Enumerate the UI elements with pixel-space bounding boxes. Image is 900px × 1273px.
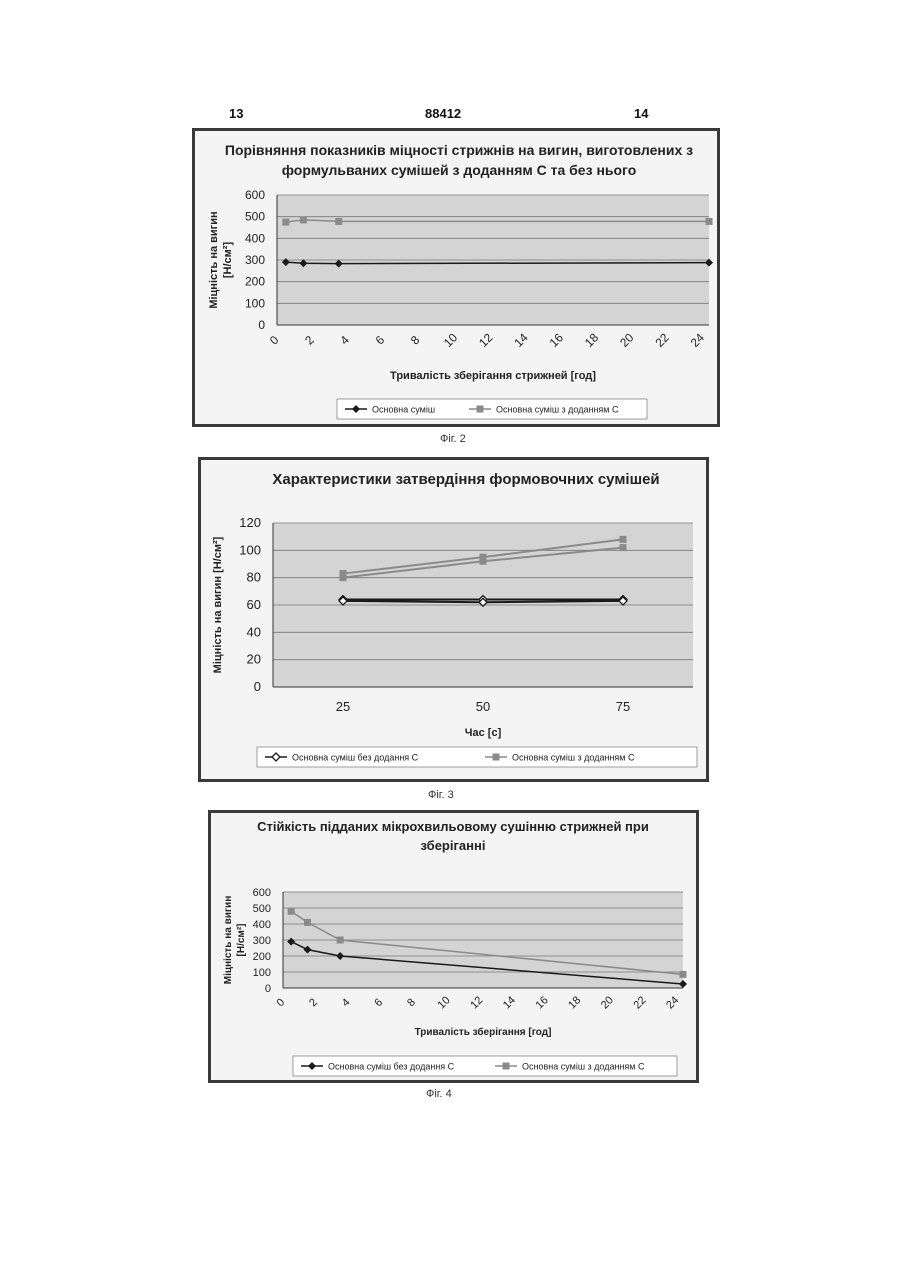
chart-2-x-label: Тривалість зберігання стрижней [год] — [390, 370, 596, 382]
chart-4-data-point — [337, 937, 344, 944]
chart-2-data-point — [300, 216, 307, 223]
chart-2-y-tick-label: 100 — [245, 296, 265, 310]
chart-figure-4: Стійкість підданих мікрохвильовому сушін… — [208, 810, 699, 1083]
chart-3-y-tick-label: 120 — [239, 515, 261, 530]
chart-2-y-tick-label: 0 — [258, 318, 265, 332]
chart-2-y-tick-label: 300 — [245, 253, 265, 267]
chart-3-x-tick-label: 50 — [476, 699, 490, 714]
chart-3-x-tick-label: 75 — [616, 699, 630, 714]
chart-2-data-point — [706, 218, 713, 225]
chart-4-data-point — [288, 908, 295, 915]
chart-3-y-tick-label: 40 — [247, 624, 261, 639]
chart-2-legend-swatch-marker — [477, 406, 484, 413]
chart-4-svg: Стійкість підданих мікрохвильовому сушін… — [211, 813, 696, 1080]
chart-4-y-tick-label: 600 — [253, 887, 271, 899]
chart-2-title-line: формульваних сумішей з доданням С та без… — [282, 162, 637, 178]
chart-3-legend: Основна суміш без додання С Основна суміш… — [257, 747, 697, 767]
chart-3-y-label-line: Міцність на вигин [Н/см²] — [212, 536, 224, 673]
chart-3-x-tick-label: 25 — [336, 699, 350, 714]
chart-4-legend-entry: Основна суміш без додання С — [328, 1062, 455, 1072]
chart-3-y-label: Міцність на вигин [Н/см²] — [212, 536, 224, 673]
chart-2-y-label-line: Міцність на вигин — [208, 211, 220, 308]
chart-3-y-tick-label: 0 — [254, 679, 261, 694]
chart-3-data-point — [620, 544, 627, 551]
chart-2-title-line: Порівняння показників міцності стрижнів … — [225, 142, 693, 158]
chart-4-data-point — [304, 919, 311, 926]
chart-2-svg: Порівняння показників міцності стрижнів … — [195, 131, 717, 424]
chart-3-title-line: Характеристики затвердіння формовочних с… — [272, 471, 659, 488]
page-number-left: 13 — [229, 106, 243, 121]
chart-2-legend-entry: Основна суміш з доданням С — [496, 405, 619, 415]
chart-3-legend-swatch-marker — [493, 754, 500, 761]
patent-number: 88412 — [425, 106, 461, 121]
chart-2-data-point — [335, 218, 342, 225]
chart-4-data-point — [680, 971, 687, 978]
chart-4-x-label: Тривалість зберігання [год] — [415, 1026, 552, 1038]
chart-2-y-tick-label: 600 — [245, 188, 265, 202]
chart-3-legend-entry: Основна суміш з доданням С — [512, 753, 635, 763]
chart-2-y-label-line: [Н/см²] — [222, 242, 234, 279]
chart-3-legend-entry: Основна суміш без додання С — [292, 753, 419, 763]
chart-figure-3: Характеристики затвердіння формовочних с… — [198, 457, 709, 782]
chart-figure-2: Порівняння показників міцності стрижнів … — [192, 128, 720, 427]
chart-4-legend: Основна суміш без додання С Основна суміш… — [293, 1056, 677, 1076]
chart-4-legend-entry: Основна суміш з доданням С — [522, 1062, 645, 1072]
chart-2-legend: Основна суміш Основна суміш з доданням С — [337, 399, 647, 419]
figure-2-caption: Фіг. 2 — [440, 433, 466, 445]
figure-3-caption: Фіг. 3 — [428, 789, 454, 801]
figure-4-caption: Фіг. 4 — [426, 1088, 452, 1100]
chart-3-y-tick-label: 60 — [247, 597, 261, 612]
chart-4-legend-swatch-marker — [503, 1063, 510, 1070]
chart-3-data-point — [340, 574, 347, 581]
chart-3-y-tick-label: 80 — [247, 570, 261, 585]
chart-3-y-tick-label: 20 — [247, 652, 261, 667]
chart-3-data-point — [620, 536, 627, 543]
chart-4-title-line: зберіганні — [421, 838, 486, 853]
chart-2-y-tick-label: 500 — [245, 210, 265, 224]
chart-4-y-tick-label: 300 — [253, 935, 271, 947]
chart-4-y-label-line: Міцність на вигин — [223, 896, 234, 985]
page-number-right: 14 — [634, 106, 648, 121]
chart-3-x-label: Час [с] — [465, 727, 502, 739]
chart-2-y-tick-label: 400 — [245, 231, 265, 245]
chart-4-y-tick-label: 500 — [253, 903, 271, 915]
chart-3-data-point — [480, 558, 487, 565]
chart-4-y-tick-label: 400 — [253, 919, 271, 931]
chart-2-y-tick-label: 200 — [245, 275, 265, 289]
chart-4-y-tick-label: 200 — [253, 951, 271, 963]
chart-4-y-tick-label: 0 — [265, 983, 271, 995]
chart-2-data-point — [282, 219, 289, 226]
chart-3-svg: Характеристики затвердіння формовочних с… — [201, 460, 706, 779]
chart-4-title-line: Стійкість підданих мікрохвильовому сушін… — [257, 819, 649, 834]
chart-2-legend-entry: Основна суміш — [372, 405, 435, 415]
chart-4-y-tick-label: 100 — [253, 967, 271, 979]
chart-3-y-tick-label: 100 — [239, 542, 261, 557]
chart-4-y-label-line: [Н/см²] — [236, 924, 247, 957]
